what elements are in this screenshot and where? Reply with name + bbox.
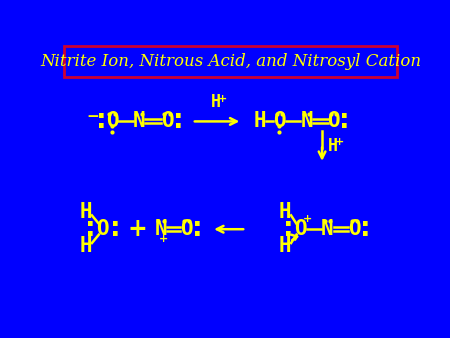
Text: O: O <box>348 219 361 239</box>
Text: :: : <box>110 216 121 242</box>
Text: :: : <box>85 216 96 242</box>
Text: +: + <box>218 94 228 104</box>
Text: H: H <box>279 202 291 222</box>
Text: O: O <box>294 219 307 239</box>
Text: +: + <box>303 214 312 224</box>
Text: N: N <box>321 219 334 239</box>
Text: O: O <box>106 112 118 131</box>
Text: :: : <box>173 108 183 135</box>
Text: +: + <box>335 137 345 147</box>
Text: H: H <box>279 236 291 256</box>
Text: :: : <box>96 108 107 135</box>
Text: :: : <box>192 216 202 242</box>
Text: N: N <box>154 219 167 239</box>
Text: O: O <box>328 112 340 131</box>
Text: +: + <box>128 217 148 241</box>
FancyBboxPatch shape <box>64 46 397 77</box>
Text: O: O <box>96 219 109 239</box>
Text: :: : <box>284 216 294 242</box>
Text: N: N <box>300 112 313 131</box>
Text: H: H <box>79 236 92 256</box>
Text: H: H <box>79 202 92 222</box>
Text: O: O <box>180 219 193 239</box>
Text: :: : <box>360 216 371 242</box>
Text: H: H <box>211 93 221 111</box>
Text: H: H <box>254 112 266 131</box>
Text: O: O <box>273 112 286 131</box>
Text: H: H <box>328 137 338 155</box>
Text: :: : <box>339 108 350 135</box>
Text: Nitrite Ion, Nitrous Acid, and Nitrosyl Cation: Nitrite Ion, Nitrous Acid, and Nitrosyl … <box>40 53 421 70</box>
Text: −: − <box>86 108 99 123</box>
Text: N: N <box>133 112 145 131</box>
Text: +: + <box>158 234 168 244</box>
Text: O: O <box>161 112 173 131</box>
